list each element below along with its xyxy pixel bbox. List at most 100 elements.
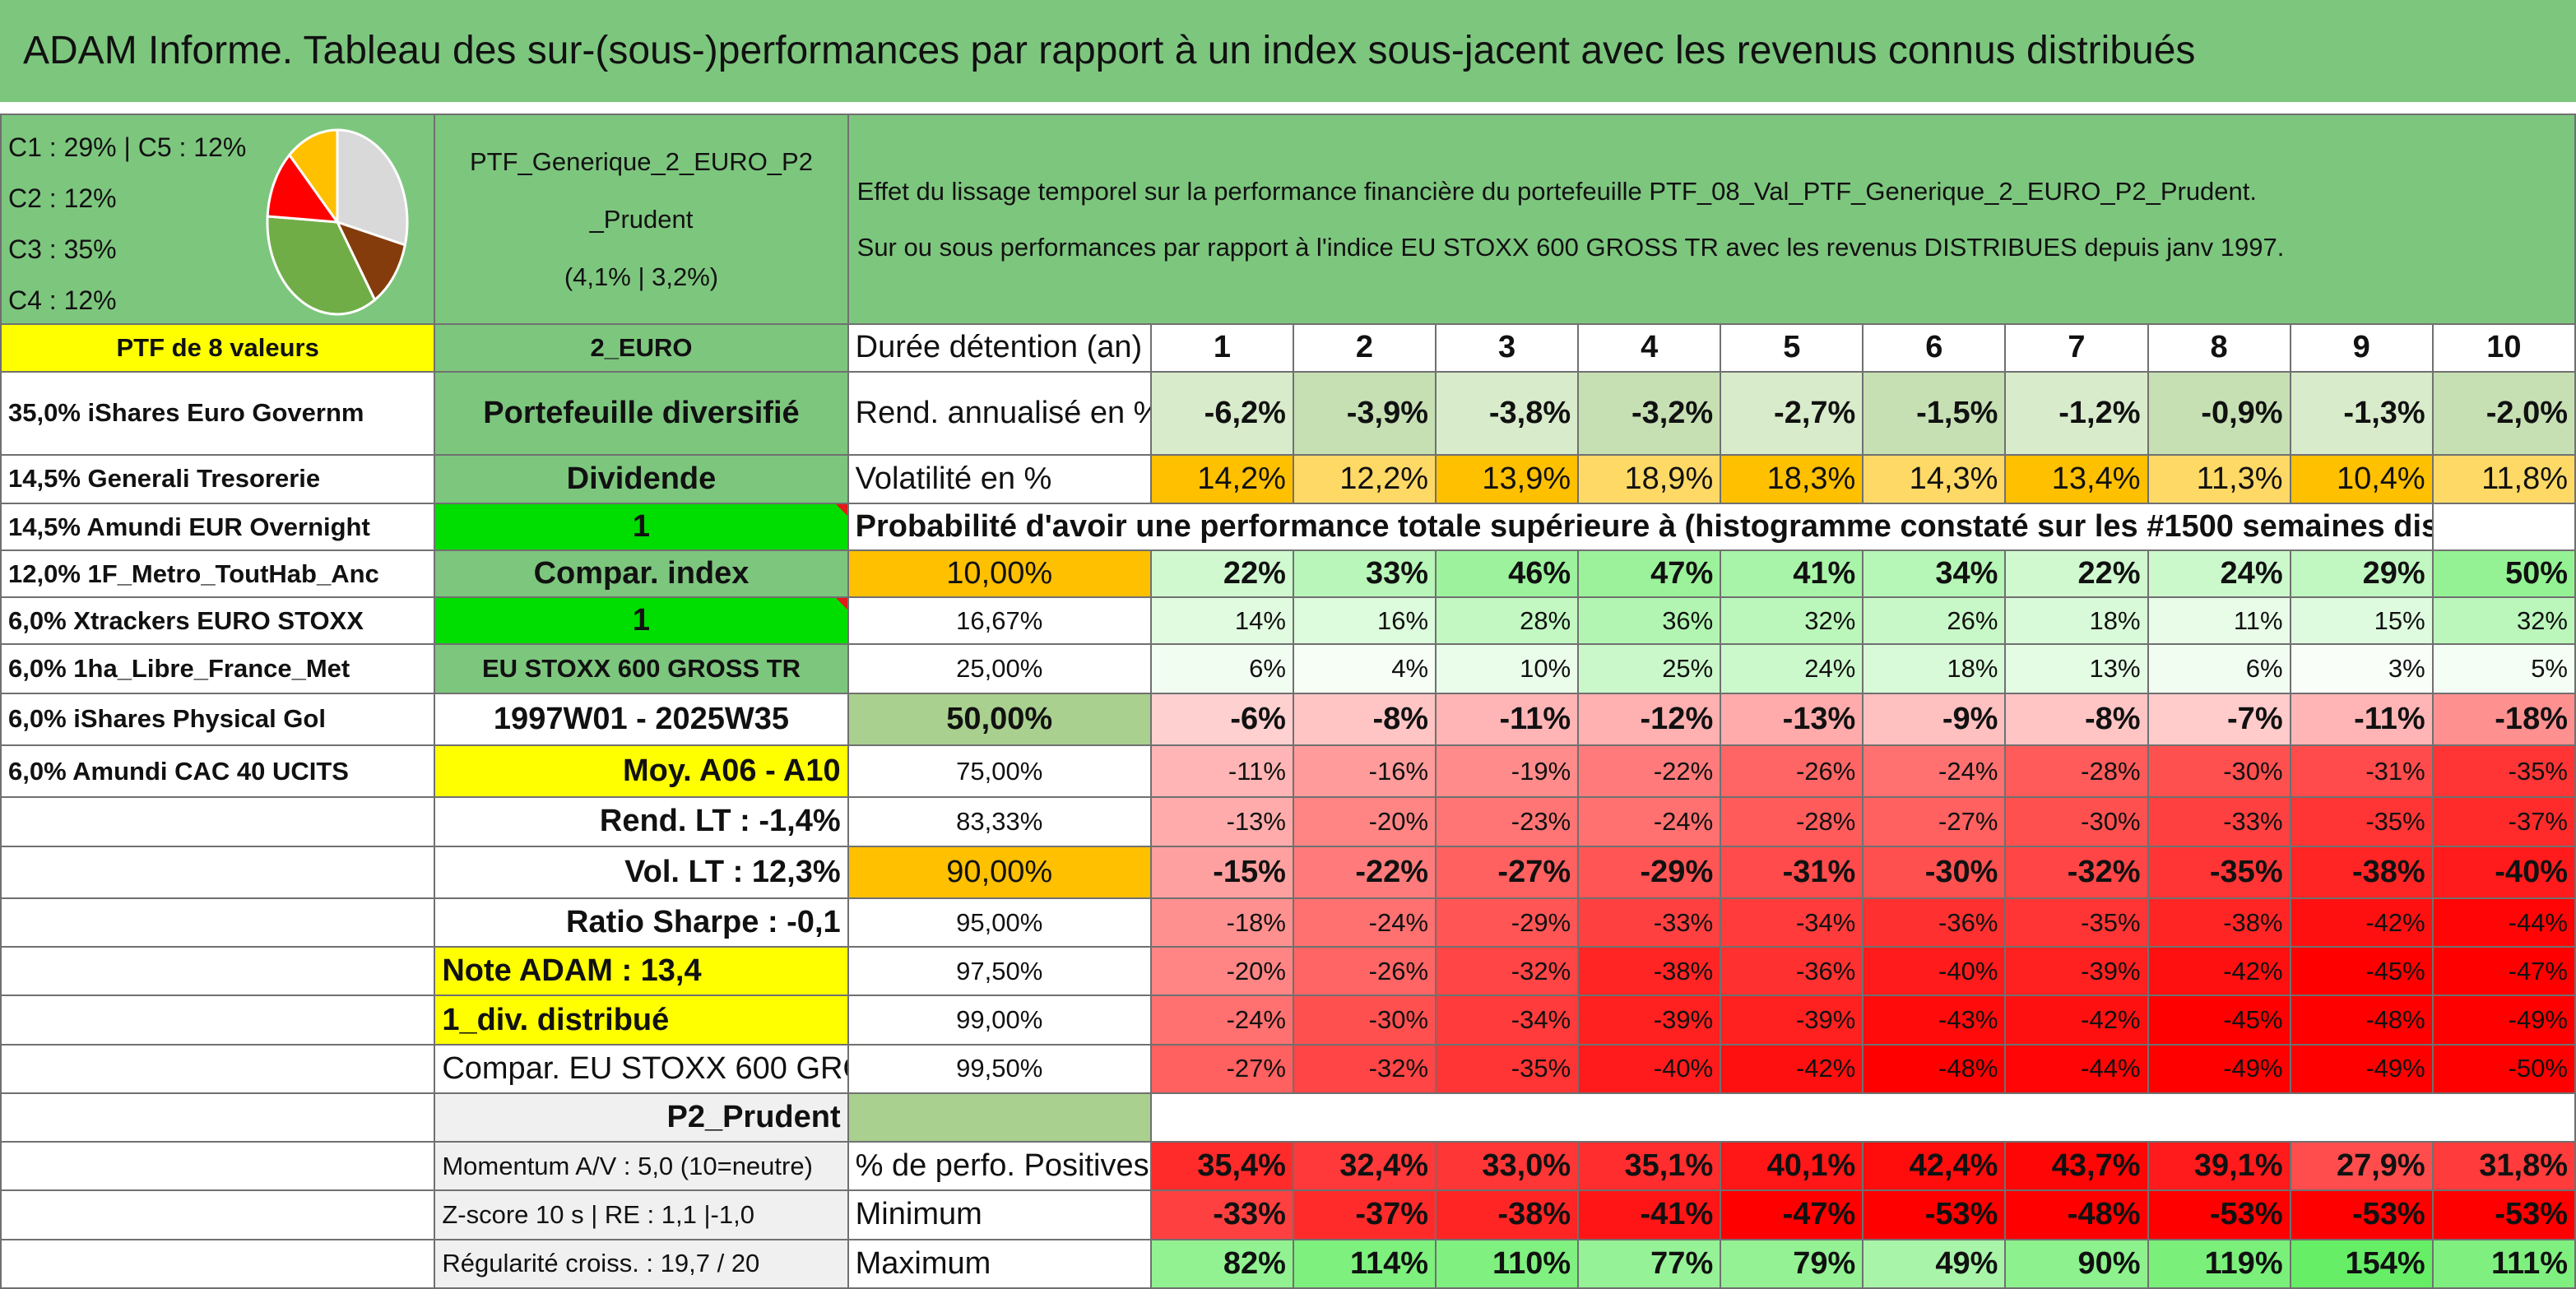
annual-return-value: -3,9% [1292, 370, 1437, 456]
probability-value: 3% [2289, 643, 2434, 694]
year-header: 10 [2431, 323, 2576, 373]
probability-value: 22% [1149, 549, 1294, 599]
info-cell: Ratio Sharpe : -0,1 [434, 897, 849, 948]
annual-return-value: -2,0% [2431, 370, 2576, 456]
holding-label [0, 1238, 436, 1289]
table-row: 12,0% 1F_Metro_ToutHab_Anc Compar. index 1… [0, 549, 2576, 599]
probability-value: 18% [2004, 596, 2149, 646]
probability-value: -30% [1292, 995, 1437, 1046]
stat-label: Minimum [847, 1189, 1152, 1240]
year-header: 2 [1292, 323, 1437, 373]
annual-return-value: -0,9% [2147, 370, 2291, 456]
info-cell: EU STOXX 600 GROSS TR [434, 643, 849, 694]
stat-value: 90% [2004, 1238, 2149, 1289]
probability-value: -8% [1292, 692, 1437, 747]
holding-label: 6,0% iShares Physical Gol [0, 692, 436, 747]
year-header: 6 [1862, 323, 2007, 373]
table-row: Vol. LT : 12,3% 90,00% -15% -22% -27% -29% -31… [0, 845, 2576, 899]
probability-value: 24% [2147, 549, 2291, 599]
probability-value: -38% [2147, 897, 2291, 948]
holding-label: 6,0% 1ha_Libre_France_Met [0, 643, 436, 694]
threshold-label: 97,50% [847, 946, 1152, 997]
year-header: 5 [1720, 323, 1864, 373]
holding-label: 14,5% Generali Tresorerie [0, 453, 436, 504]
probability-value: -27% [1862, 796, 2007, 847]
holding-label: PTF de 8 valeurs [0, 323, 436, 373]
stat-value: -33% [1149, 1189, 1294, 1240]
stat-value: -47% [1720, 1189, 1864, 1240]
info-cell: Dividende [434, 453, 849, 504]
stat-value: 31,8% [2431, 1141, 2576, 1192]
stat-value: 32,4% [1292, 1141, 1437, 1192]
year-header: 1 [1149, 323, 1294, 373]
stat-value: 39,1% [2147, 1141, 2291, 1192]
volatility-label: Volatilité en % [847, 453, 1152, 504]
probability-value: -30% [2147, 744, 2291, 799]
portfolio-name-line: PTF_Generique_2_EURO_P2 [469, 146, 813, 176]
stat-value: 111% [2431, 1238, 2576, 1289]
probability-value: 46% [1435, 549, 1580, 599]
stat-value: 49% [1862, 1238, 2007, 1289]
table-row: 6,0% Xtrackers EURO STOXX 1 16,67% 14% 16% 28… [0, 596, 2576, 646]
probability-value: -32% [1292, 1043, 1437, 1094]
probability-value: 14% [1149, 596, 1294, 646]
probability-value: -40% [1577, 1043, 1722, 1094]
probability-value: -19% [1435, 744, 1580, 799]
stat-value: 35,1% [1577, 1141, 1722, 1192]
volatility-value: 12,2% [1292, 453, 1437, 504]
holding-duration-label: Durée détention (an) [847, 323, 1152, 373]
threshold-label: 50,00% [847, 692, 1152, 747]
probability-value: -42% [2289, 897, 2434, 948]
probability-value: -44% [2431, 897, 2576, 948]
probability-value: -39% [1577, 995, 1722, 1046]
info-cell: Régularité croiss. : 19,7 / 20 [434, 1238, 849, 1289]
stat-label: % de perfo. Positives [847, 1141, 1152, 1192]
probability-value: 25% [1577, 643, 1722, 694]
table-row: Ratio Sharpe : -0,1 95,00% -18% -24% -29% -33… [0, 897, 2576, 948]
pie-slice-c5 [287, 128, 339, 226]
probability-value: -35% [1435, 1043, 1580, 1094]
probability-value: -45% [2147, 995, 2291, 1046]
stat-value: 40,1% [1720, 1141, 1864, 1192]
probability-value: -47% [2431, 946, 2576, 997]
stat-value: 33,0% [1435, 1141, 1580, 1192]
probability-value: -6% [1149, 692, 1294, 747]
allocation-label: C4 : 12% [8, 285, 117, 315]
probability-value: 24% [1720, 643, 1864, 694]
probability-value: -38% [1577, 946, 1722, 997]
stat-value: -37% [1292, 1189, 1437, 1240]
description-line: Effet du lissage temporel sur la perform… [856, 176, 2258, 206]
probability-value: 29% [2289, 549, 2434, 599]
probability-value: -45% [2289, 946, 2434, 997]
probability-value: -22% [1577, 744, 1722, 799]
allocation-panel: C1 : 29% | C5 : 12% C2 : 12% C3 : 35% C4 : … [0, 113, 436, 326]
probability-value: -20% [1149, 946, 1294, 997]
probability-value: -27% [1435, 845, 1580, 899]
probability-value: -34% [1435, 995, 1580, 1046]
volatility-value: 13,4% [2004, 453, 2149, 504]
stat-value: 42,4% [1862, 1141, 2007, 1192]
probability-value: -37% [2431, 796, 2576, 847]
probability-value: -18% [2431, 692, 2576, 747]
probability-value: -24% [1577, 796, 1722, 847]
table-row: 6,0% Amundi CAC 40 UCITS Moy. A06 - A10 75… [0, 744, 2576, 799]
probability-value: -24% [1862, 744, 2007, 799]
probability-value: -11% [1149, 744, 1294, 799]
info-cell: Rend. LT : -1,4% [434, 796, 849, 847]
probability-value: -12% [1577, 692, 1722, 747]
probability-value: -7% [2147, 692, 2291, 747]
probability-value: 33% [1292, 549, 1437, 599]
probability-value: 32% [2431, 596, 2576, 646]
stat-value: 27,9% [2289, 1141, 2434, 1192]
volatility-value: 11,3% [2147, 453, 2291, 504]
probability-value: 11% [2147, 596, 2291, 646]
allocation-label: C1 : 29% | C5 : 12% [8, 132, 247, 162]
probability-value: 50% [2431, 549, 2576, 599]
table-row: 6,0% iShares Physical Gol 1997W01 - 2025W… [0, 692, 2576, 747]
table-row: Note ADAM : 13,4 97,50% -20% -26% -32% -38% -3… [0, 946, 2576, 997]
annual-return-value: -1,2% [2004, 370, 2149, 456]
holding-label: 12,0% 1F_Metro_ToutHab_Anc [0, 549, 436, 599]
info-cell: 1 [434, 596, 849, 646]
year-header: 4 [1577, 323, 1722, 373]
volatility-value: 18,9% [1577, 453, 1722, 504]
